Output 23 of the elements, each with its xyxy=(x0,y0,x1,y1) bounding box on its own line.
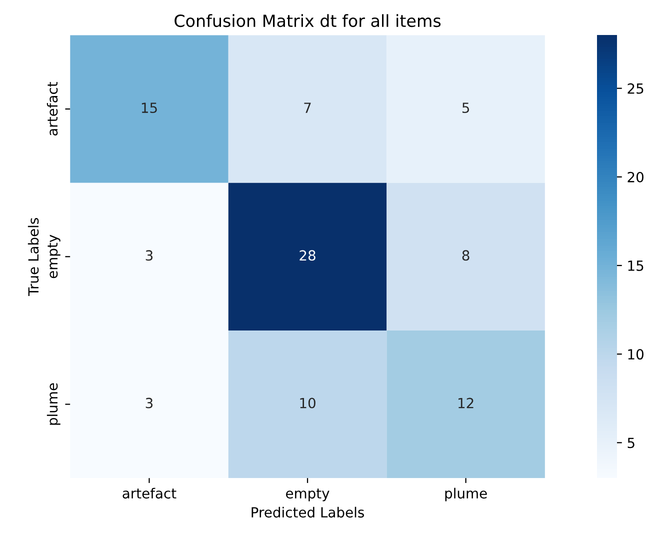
y-tick-label: empty xyxy=(48,234,60,278)
color-bar-label: 15 xyxy=(628,260,644,271)
color-bar-label: 20 xyxy=(628,172,644,182)
x-tick-label: plume xyxy=(445,488,487,502)
x-tick-label: empty xyxy=(286,488,330,502)
color-bar-label: 25 xyxy=(628,83,644,94)
x-tick-label: artefact xyxy=(122,488,176,499)
y-tick-label: artefact xyxy=(46,82,58,136)
color-bar-label: 10 xyxy=(628,349,644,360)
data-label: 12 xyxy=(458,398,474,408)
chart-title: Confusion Matrix dt for all items xyxy=(174,14,441,28)
data-label: 15 xyxy=(142,102,157,114)
data-label: 3 xyxy=(146,250,153,261)
x-axis-title: Predicted Labels xyxy=(252,506,364,518)
data-label: 3 xyxy=(146,398,153,408)
data-label: 8 xyxy=(462,250,470,261)
data-label: 10 xyxy=(300,398,316,408)
y-tick-label: plume xyxy=(46,383,60,425)
data-label: 5 xyxy=(462,102,470,114)
data-label: 7 xyxy=(304,102,311,113)
data-label: 28 xyxy=(300,250,316,261)
y-axis-title: True Labels xyxy=(28,218,39,296)
color-bar-label: 5 xyxy=(628,438,634,448)
